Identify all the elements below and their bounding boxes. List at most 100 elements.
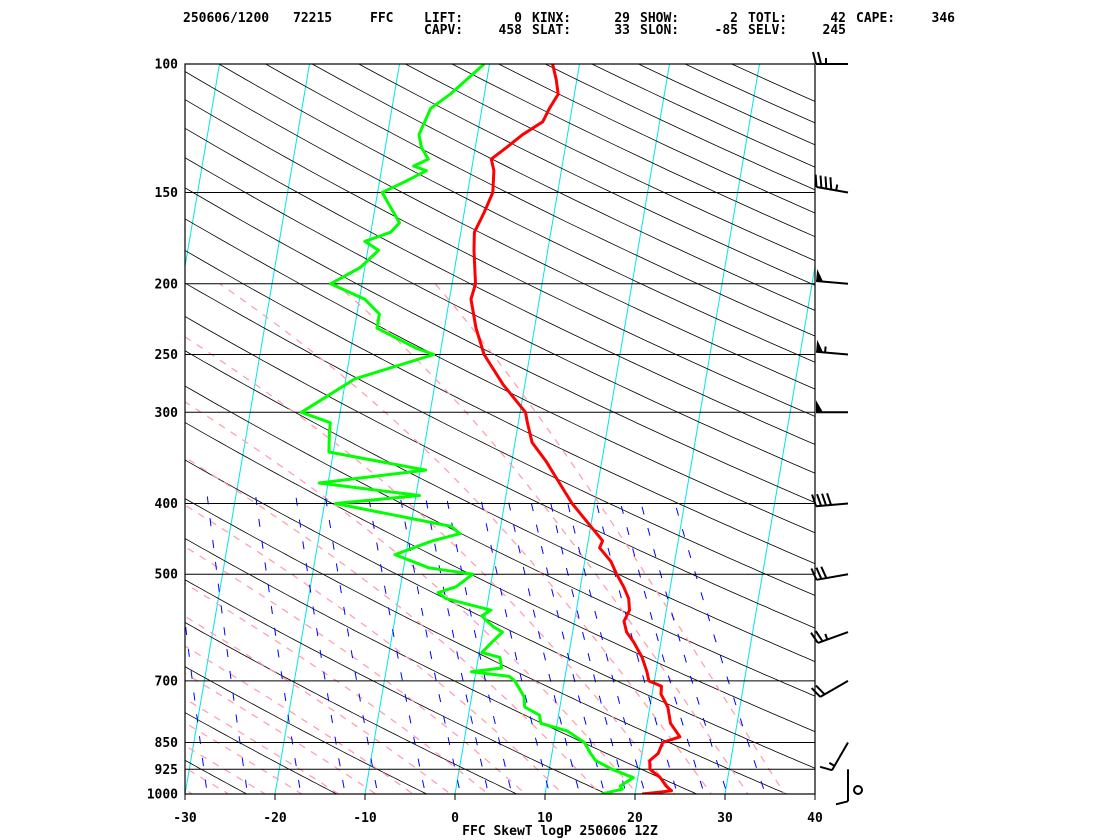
wind-barb-full: [817, 51, 822, 65]
wind-barb-full: [826, 492, 833, 506]
wind-barb-full: [811, 494, 818, 507]
dry-adiabat-line: [185, 282, 815, 596]
header-line-2: CAPV: 458 SLAT: 33 SLON: -85 SELV: 245: [424, 23, 846, 38]
wind-barb-full: [812, 51, 817, 65]
pressure-tick-label: 200: [155, 277, 179, 292]
dry-adiabat-line: [185, 157, 815, 474]
header-capv-value: 458: [499, 23, 523, 38]
dry-adiabat-line: [185, 218, 815, 534]
dry-adiabat-line: [185, 666, 428, 794]
mixing-ratio-line: [638, 495, 728, 794]
moist-adiabat-line: [185, 672, 377, 794]
isotherm-line: [634, 64, 761, 794]
pressure-tick-label: 925: [155, 763, 178, 778]
wind-barb-half: [824, 633, 829, 640]
wind-barb-half: [828, 761, 835, 767]
wind-barb-full: [819, 175, 823, 188]
wind-barb-staff: [816, 350, 849, 356]
mixing-ratio-line: [367, 495, 426, 794]
wind-barb-full: [814, 630, 824, 642]
mixing-ratio-line: [324, 495, 379, 794]
pressure-tick-label: 500: [155, 568, 179, 583]
header-cape-label: CAPE:: [856, 11, 895, 26]
header-slon-value: -85: [715, 23, 738, 38]
moist-adiabat-line: [185, 645, 415, 794]
mixing-ratio-line: [295, 495, 346, 794]
temperature-profile-line: [469, 64, 682, 794]
sounding-profiles: [299, 64, 682, 794]
header-station-id: 72215: [293, 11, 332, 26]
dry-adiabat-line: [185, 459, 815, 769]
dewpoint-profile-line: [299, 64, 635, 794]
wind-barb-full: [810, 632, 819, 644]
dry-adiabat-line: [185, 759, 248, 794]
dry-adiabat-line: [730, 64, 815, 102]
dry-adiabat-line: [264, 64, 815, 337]
wind-barbs: [810, 51, 863, 806]
header-line-1: 250606/1200 72215 FFC LIFT: 0 KINX: 29 S…: [183, 11, 955, 26]
dry-adiabat-line: [404, 64, 815, 262]
moist-adiabat-line: [185, 744, 267, 794]
dry-adiabat-line: [185, 127, 815, 445]
dry-adiabat-line: [185, 99, 815, 417]
wind-barb-staff: [816, 573, 849, 581]
dry-adiabat-line: [544, 64, 815, 191]
dry-adiabat-line: [185, 538, 698, 794]
header-totl-label: TOTL:: [748, 11, 787, 26]
isotherm-line: [274, 64, 401, 794]
moist-adiabat-line: [335, 283, 749, 794]
wind-barb-staff: [816, 186, 849, 194]
temperature-tick-label: 10: [537, 811, 553, 826]
header-kinx-value: 29: [614, 11, 630, 26]
moist-adiabat-line: [185, 767, 230, 794]
mixing-ratio-line: [55, 496, 83, 810]
temperature-tick-label: 20: [627, 811, 643, 826]
dry-adiabat-line: [185, 712, 338, 794]
wind-barb-staff: [817, 631, 849, 644]
wind-barb-full: [824, 176, 828, 189]
dry-adiabat-line: [451, 64, 815, 238]
wind-barb-full: [820, 566, 828, 579]
pressure-tick-label: 150: [155, 186, 179, 201]
moist-adiabat-line: [185, 697, 340, 794]
wind-barb-half: [835, 184, 839, 191]
dry-adiabat-line: [185, 71, 815, 390]
dry-adiabat-line: [185, 249, 815, 565]
moist-adiabat-line: [185, 582, 489, 794]
dry-adiabat-line: [185, 350, 815, 663]
background-lines: [2, 48, 815, 810]
pressure-tick-label: 1000: [147, 788, 178, 803]
header-station: FFC: [370, 11, 393, 26]
moist-adiabat-line: [185, 456, 601, 794]
wind-barb-pennant: [816, 269, 824, 282]
isotherm-line: [544, 64, 671, 794]
dry-adiabat-line: [185, 422, 815, 733]
dry-adiabat-line: [185, 579, 608, 794]
mixing-ratio-line: [479, 495, 551, 794]
moist-adiabat-line: [434, 283, 786, 794]
header-cape-value: 346: [932, 11, 956, 26]
temperature-tick-label: 30: [717, 811, 733, 826]
wind-barb-full: [810, 568, 818, 581]
dry-adiabat-line: [185, 385, 815, 697]
temperature-tick-label: -30: [173, 811, 197, 826]
isotherm-line: [2, 48, 132, 810]
header-lift-label: LIFT:: [424, 11, 463, 26]
wind-barb-full: [819, 765, 833, 772]
dry-adiabat-line: [185, 187, 815, 504]
mixing-ratio-line: [255, 495, 302, 794]
header-kinx-label: KINX:: [532, 11, 571, 26]
wind-barb-pennant: [816, 400, 823, 413]
dry-adiabat-line: [185, 315, 815, 629]
moist-adiabat-line: [219, 283, 713, 794]
pressure-tick-label: 700: [155, 674, 179, 689]
mixing-ratio-line: [548, 495, 627, 794]
wind-barb-full: [835, 800, 849, 806]
wind-barb-full: [810, 687, 822, 698]
dry-adiabat-line: [684, 64, 815, 124]
header-slat-label: SLAT:: [532, 23, 571, 38]
header-selv-value: 245: [823, 23, 846, 38]
header-lift-value: 0: [514, 11, 522, 26]
header-slat-value: 33: [614, 23, 630, 38]
wind-barb-full: [829, 177, 833, 190]
